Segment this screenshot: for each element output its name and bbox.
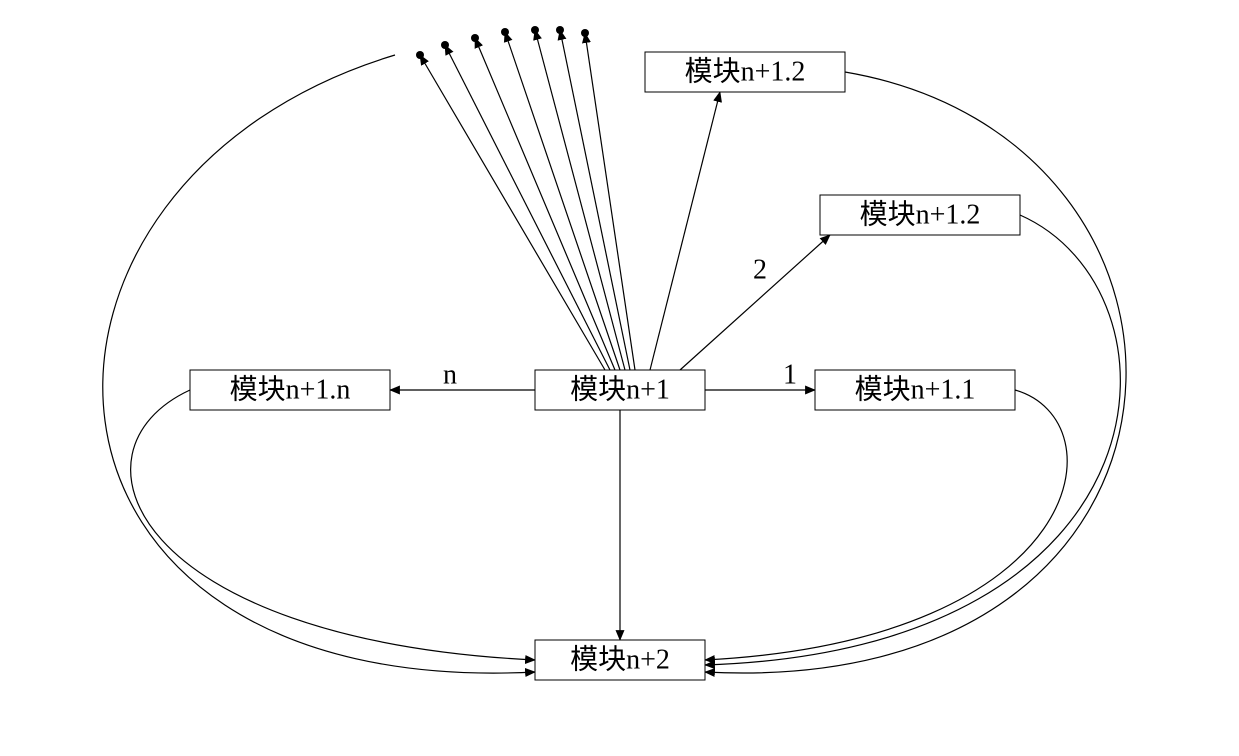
node-bottom: 模块n+2 <box>535 640 705 680</box>
fan-dot <box>416 51 424 59</box>
node-center: 模块n+1 <box>535 370 705 410</box>
node-label: 模块n+1.2 <box>685 56 806 88</box>
edge-label: 1 <box>783 360 797 391</box>
node-label: 模块n+2 <box>570 644 670 676</box>
fan-edge <box>475 38 615 370</box>
fan-edge <box>535 30 625 370</box>
curved-edge <box>705 215 1120 665</box>
straight-edge <box>650 92 720 370</box>
fan-dot <box>556 26 564 34</box>
node-label: 模块n+1.2 <box>860 199 981 231</box>
node-right2a: 模块n+1.2 <box>820 195 1020 235</box>
curved-edge <box>103 55 535 673</box>
node-leftn: 模块n+1.n <box>190 370 390 410</box>
fan-edge <box>560 30 630 370</box>
node-label: 模块n+1.1 <box>855 374 976 406</box>
node-label: 模块n+1.n <box>230 374 351 406</box>
node-right2b: 模块n+1.2 <box>645 52 845 92</box>
fan-dot <box>581 29 589 37</box>
edge-label: n <box>443 360 457 391</box>
module-diagram: 1 2 n 模块n+1 模块n+1.1 模块n+1.2 模块n+1.2 模块n+1.n 模块n+… <box>0 0 1239 756</box>
fan-dot <box>531 26 539 34</box>
fan-dot <box>501 28 509 36</box>
curved-edge <box>705 390 1067 660</box>
fan-dot <box>441 41 449 49</box>
edge-label: 2 <box>753 255 767 286</box>
node-right1: 模块n+1.1 <box>815 370 1015 410</box>
fan-edge <box>585 33 635 370</box>
fan-edge <box>505 32 620 370</box>
node-label: 模块n+1 <box>570 374 670 406</box>
fan-edge <box>420 55 605 370</box>
curved-edge <box>131 390 535 660</box>
fan-edge <box>445 45 610 370</box>
fan-dot <box>471 34 479 42</box>
